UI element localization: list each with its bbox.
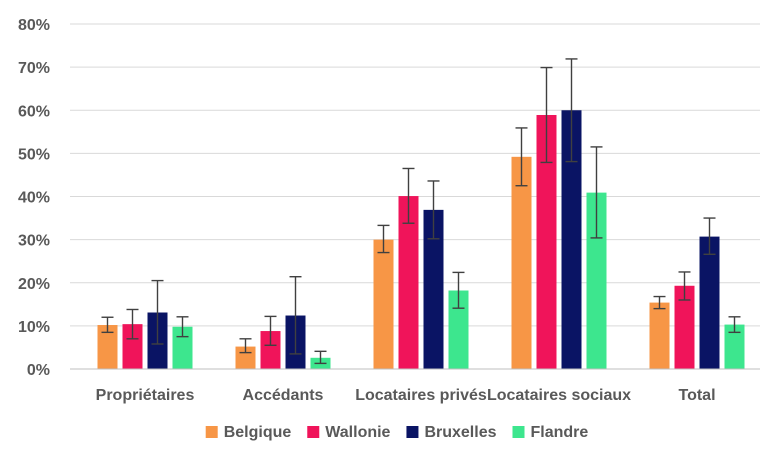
legend-label: Belgique bbox=[224, 424, 292, 441]
y-tick-label: 0% bbox=[27, 362, 50, 379]
bar-belgique-4 bbox=[649, 302, 670, 369]
error-bars bbox=[101, 58, 741, 365]
bar-flandre-2 bbox=[448, 290, 469, 369]
legend-swatch bbox=[406, 426, 419, 438]
legend: Belgique Wallonie Bruxelles Flandre bbox=[205, 424, 589, 441]
bar-flandre-3 bbox=[586, 192, 607, 369]
bar-wallonie-2 bbox=[398, 196, 419, 369]
legend-label: Flandre bbox=[531, 424, 589, 441]
bars bbox=[97, 110, 745, 370]
legend-label: Bruxelles bbox=[424, 424, 496, 441]
y-tick-label: 10% bbox=[18, 319, 50, 336]
bar-wallonie-3 bbox=[536, 114, 557, 370]
y-tick-label: 60% bbox=[18, 103, 50, 120]
y-axis-tick-labels: 0% 10% 20% 30% 40% 50% 60% 70% 80% bbox=[18, 17, 50, 379]
bar-belgique-3 bbox=[511, 156, 532, 369]
y-tick-label: 30% bbox=[18, 233, 50, 250]
y-tick-label: 50% bbox=[18, 146, 50, 163]
category-label: Accédants bbox=[243, 387, 324, 404]
legend-label: Wallonie bbox=[325, 424, 390, 441]
category-label: Propriétaires bbox=[96, 387, 195, 404]
legend-item-wallonie: Wallonie bbox=[307, 424, 391, 441]
bar-belgique-0 bbox=[97, 325, 118, 369]
category-label: Locataires privés bbox=[355, 387, 487, 404]
legend-item-belgique: Belgique bbox=[205, 424, 292, 441]
bar-bruxelles-4 bbox=[699, 236, 720, 369]
bar-wallonie-1 bbox=[260, 331, 281, 369]
y-tick-label: 70% bbox=[18, 60, 50, 77]
category-label: Locataires sociaux bbox=[487, 387, 631, 404]
x-axis-category-labels: Propriétaires Accédants Locataires privés L… bbox=[96, 387, 716, 404]
bar-belgique-2 bbox=[373, 239, 394, 369]
bar-wallonie-4 bbox=[674, 285, 695, 369]
bar-flandre-4 bbox=[724, 324, 745, 369]
bar-bruxelles-3 bbox=[561, 110, 582, 369]
legend-swatch bbox=[512, 426, 525, 438]
y-tick-label: 40% bbox=[18, 190, 50, 207]
y-tick-label: 80% bbox=[18, 17, 50, 34]
category-label: Total bbox=[678, 387, 715, 404]
bar-bruxelles-2 bbox=[423, 209, 444, 369]
legend-item-flandre: Flandre bbox=[512, 424, 589, 441]
legend-item-bruxelles: Bruxelles bbox=[406, 424, 497, 441]
legend-swatch bbox=[307, 426, 320, 438]
y-tick-label: 20% bbox=[18, 276, 50, 293]
legend-swatch bbox=[205, 426, 218, 438]
bar-wallonie-0 bbox=[122, 324, 143, 369]
